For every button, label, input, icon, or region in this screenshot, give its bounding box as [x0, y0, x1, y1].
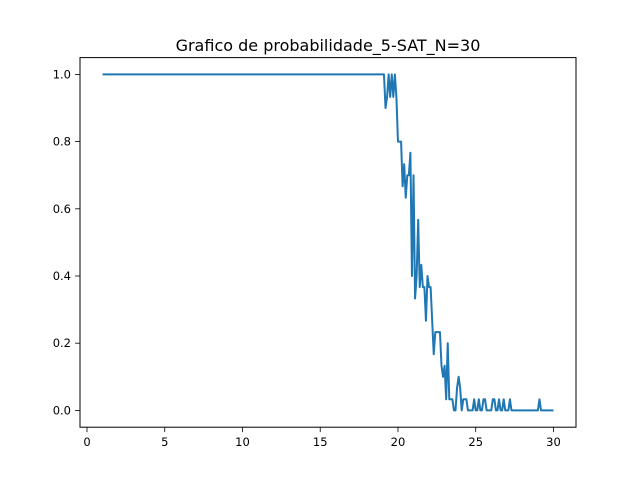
chart-title: Grafico de probabilidade_5-SAT_N=30 — [176, 36, 481, 56]
y-tick-label: 0.8 — [53, 135, 71, 149]
x-tick-label: 5 — [161, 435, 168, 449]
y-tick-label: 0.2 — [53, 336, 71, 350]
y-tick-label: 1.0 — [53, 67, 71, 81]
y-axis: 0.0 0.2 0.4 0.6 0.8 1.0 — [53, 67, 80, 417]
x-tick-label: 25 — [468, 435, 483, 449]
y-tick-label: 0.4 — [53, 269, 71, 283]
x-tick-label: 15 — [313, 435, 328, 449]
x-tick-label: 30 — [546, 435, 561, 449]
plot-area — [102, 73, 554, 412]
x-axis: 0 5 10 15 20 25 30 — [83, 427, 561, 449]
x-tick-label: 10 — [235, 435, 250, 449]
plot-frame — [79, 57, 577, 428]
y-tick-label: 0.0 — [53, 403, 71, 417]
x-tick-label: 20 — [391, 435, 406, 449]
series-line-0 — [102, 73, 554, 412]
x-tick-label: 0 — [83, 435, 90, 449]
y-tick-label: 0.6 — [53, 202, 71, 216]
